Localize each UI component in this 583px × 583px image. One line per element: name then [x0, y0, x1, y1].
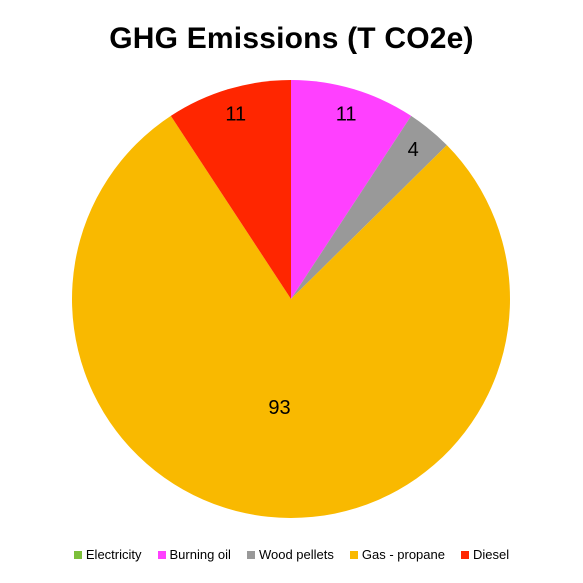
chart-legend: Electricity Burning oil Wood pellets Gas - … [0, 547, 583, 562]
data-label-burning-oil: 11 [336, 103, 357, 125]
legend-swatch-burning-oil [157, 550, 166, 559]
legend-swatch-electricity [73, 550, 82, 559]
legend-label-wood-pellets: Wood pellets [258, 547, 334, 562]
legend-label-burning-oil: Burning oil [169, 547, 231, 562]
legend-item-wood-pellets: Wood pellets [246, 547, 334, 562]
pie-slice-wood-pellets [291, 115, 447, 300]
pie-slice-burning-oil [291, 80, 412, 299]
pie-slice-gas-propane [71, 115, 510, 519]
data-label-wood-pellets: 4 [408, 139, 419, 161]
legend-swatch-diesel [460, 550, 469, 559]
legend-item-electricity: Electricity [73, 547, 142, 562]
pie-slice-diesel [170, 80, 291, 299]
legend-swatch-gas-propane [349, 550, 358, 559]
legend-label-electricity: Electricity [85, 547, 142, 562]
legend-item-gas-propane: Gas - propane [349, 547, 445, 562]
data-label-diesel: 11 [225, 103, 246, 125]
legend-item-burning-oil: Burning oil [157, 547, 231, 562]
legend-label-gas-propane: Gas - propane [361, 547, 445, 562]
chart-title: GHG Emissions (T CO2e) [109, 22, 474, 55]
data-label-gas-propane: 93 [268, 397, 290, 419]
legend-label-diesel: Diesel [472, 547, 510, 562]
legend-swatch-wood-pellets [246, 550, 255, 559]
legend-item-diesel: Diesel [460, 547, 510, 562]
